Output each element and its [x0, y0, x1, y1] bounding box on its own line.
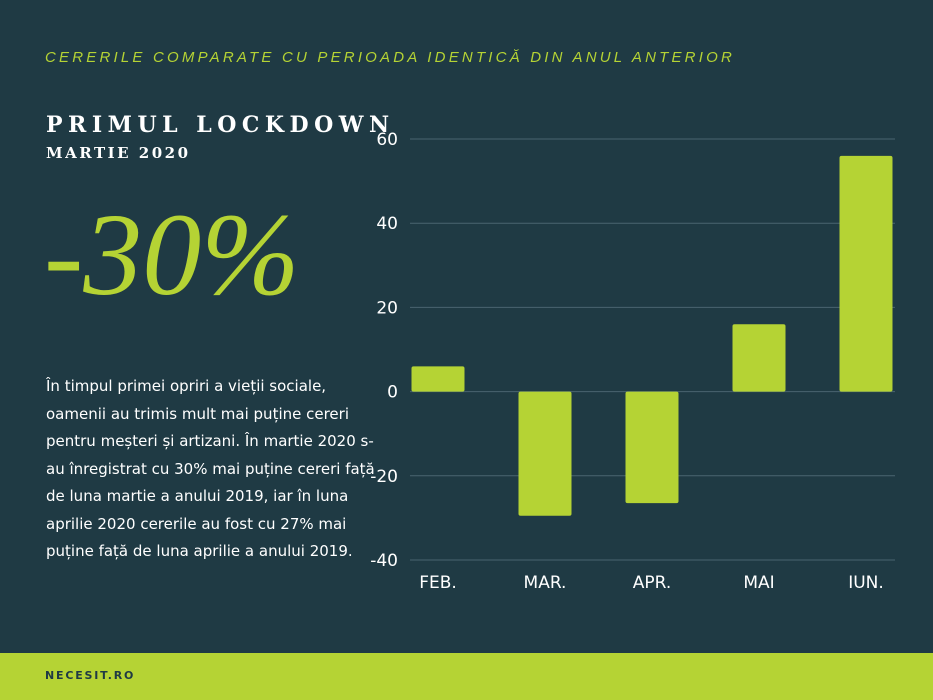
highlight-percentage: -30% — [44, 189, 300, 320]
bar — [411, 366, 465, 392]
chart-subtitle: CERERILE COMPARATE CU PERIOADA IDENTICĂ … — [45, 49, 735, 66]
y-tick-label: 20 — [376, 298, 398, 318]
y-tick-label: 60 — [376, 130, 398, 150]
y-tick-label: -20 — [370, 467, 398, 487]
y-tick-label: 0 — [387, 383, 398, 403]
bar — [839, 155, 893, 392]
bar — [732, 324, 786, 392]
footer-brand: NECESIT.RO — [45, 669, 136, 682]
bar — [518, 391, 572, 516]
x-category-label: MAI — [743, 573, 774, 593]
x-category-label: APR. — [633, 573, 672, 593]
x-category-label: MAR. — [524, 573, 567, 593]
y-tick-label: 40 — [376, 214, 398, 234]
bar — [625, 391, 679, 504]
page-title-date: MARTIE 2020 — [46, 144, 191, 162]
x-category-label: FEB. — [419, 573, 457, 593]
description-text: În timpul primei opriri a vieții sociale… — [46, 377, 375, 560]
page-title: PRIMUL LOCKDOWN — [46, 112, 395, 138]
y-tick-label: -40 — [370, 551, 398, 571]
x-category-label: IUN. — [848, 573, 884, 593]
footer-bar: NECESIT.RO — [0, 653, 933, 700]
